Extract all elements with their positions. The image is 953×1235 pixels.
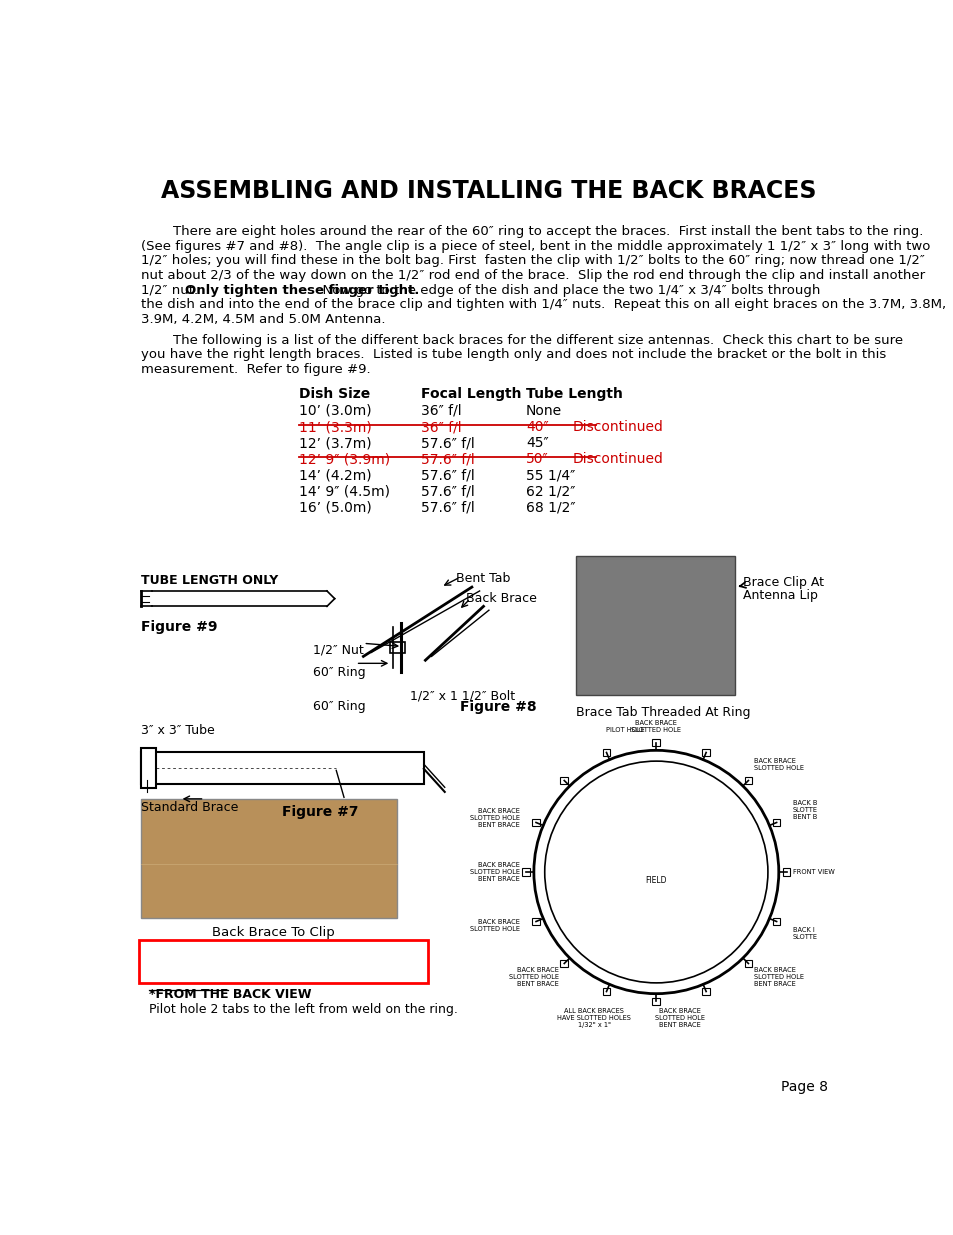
Bar bbox=[772, 918, 780, 925]
Text: Pilot hole 2 tabs to the left from weld on the ring.: Pilot hole 2 tabs to the left from weld … bbox=[149, 1003, 457, 1016]
Text: There are eight holes around the rear of the 60″ ring to accept the braces.  Fir: There are eight holes around the rear of… bbox=[173, 225, 923, 238]
Text: BACK BRACE
SLOTTED HOLE
BENT BRACE: BACK BRACE SLOTTED HOLE BENT BRACE bbox=[508, 967, 558, 987]
Text: 36″ f/l: 36″ f/l bbox=[421, 420, 461, 433]
Text: 55 1/4″: 55 1/4″ bbox=[525, 468, 575, 483]
Text: 1/2″ Nut: 1/2″ Nut bbox=[313, 643, 363, 656]
Text: 1/2″ nut.: 1/2″ nut. bbox=[141, 284, 207, 296]
Text: 12’ 9″ (3.9m): 12’ 9″ (3.9m) bbox=[298, 452, 390, 467]
Bar bbox=[701, 988, 709, 995]
Text: 57.6″ f/l: 57.6″ f/l bbox=[421, 501, 475, 515]
Bar bbox=[141, 799, 396, 918]
Text: FIELD: FIELD bbox=[645, 876, 666, 884]
Bar bbox=[781, 868, 790, 876]
Text: 57.6″ f/l: 57.6″ f/l bbox=[421, 484, 475, 499]
Text: Brace Tab Threaded At Ring: Brace Tab Threaded At Ring bbox=[576, 706, 750, 720]
Circle shape bbox=[544, 761, 767, 983]
Text: Discontinued: Discontinued bbox=[572, 452, 662, 467]
FancyBboxPatch shape bbox=[139, 940, 427, 983]
Text: 3″ x 3″ Tube: 3″ x 3″ Tube bbox=[141, 724, 214, 737]
Text: nut about 2/3 of the way down on the 1/2″ rod end of the brace.  Slip the rod en: nut about 2/3 of the way down on the 1/2… bbox=[141, 269, 924, 282]
Text: BACK BRACE
SLOTTED HOLE: BACK BRACE SLOTTED HOLE bbox=[470, 919, 519, 932]
Bar bbox=[602, 988, 610, 995]
Bar bbox=[532, 918, 539, 925]
Text: 45″: 45″ bbox=[525, 436, 548, 451]
Text: Dish Size: Dish Size bbox=[298, 387, 370, 401]
Text: BACK BRACE
SLOTTED HOLE
BENT BRACE: BACK BRACE SLOTTED HOLE BENT BRACE bbox=[470, 808, 519, 829]
Text: 1/2″ x 1 1/2″ Bolt: 1/2″ x 1 1/2″ Bolt bbox=[410, 689, 515, 703]
Bar bbox=[141, 748, 156, 788]
Text: Tube Length: Tube Length bbox=[525, 387, 622, 401]
Text: 1/2″ holes; you will find these in the bolt bag. First  fasten the clip with 1/2: 1/2″ holes; you will find these in the b… bbox=[141, 254, 923, 268]
Text: 57.6″ f/l: 57.6″ f/l bbox=[421, 452, 475, 467]
Text: 60″ Ring: 60″ Ring bbox=[313, 666, 365, 679]
Text: BACK BRACE
SLOTTED HOLE: BACK BRACE SLOTTED HOLE bbox=[631, 720, 680, 734]
Text: PILOT HOLE: PILOT HOLE bbox=[605, 727, 644, 734]
Text: 16’ (5.0m): 16’ (5.0m) bbox=[298, 501, 372, 515]
Circle shape bbox=[534, 751, 778, 994]
Bar bbox=[390, 642, 405, 652]
Bar bbox=[743, 777, 752, 784]
Bar bbox=[652, 739, 659, 746]
Text: 62 1/2″: 62 1/2″ bbox=[525, 484, 575, 499]
Text: 36″ f/l: 36″ f/l bbox=[421, 404, 461, 417]
Text: Figure #9: Figure #9 bbox=[141, 620, 217, 635]
Bar bbox=[521, 868, 530, 876]
Text: BACK B
SLOTTE
BENT B: BACK B SLOTTE BENT B bbox=[792, 800, 817, 820]
Text: 50″: 50″ bbox=[525, 452, 548, 467]
Text: BACK I
SLOTTE: BACK I SLOTTE bbox=[792, 927, 817, 940]
Text: BACK BRACE
SLOTTED HOLE
BENT BRACE: BACK BRACE SLOTTED HOLE BENT BRACE bbox=[470, 862, 519, 882]
Text: 14’ (4.2m): 14’ (4.2m) bbox=[298, 468, 372, 483]
Text: 57.6″ f/l: 57.6″ f/l bbox=[421, 468, 475, 483]
Text: ALL BACK BRACES
HAVE SLOTTED HOLES
1/32" x 1": ALL BACK BRACES HAVE SLOTTED HOLES 1/32"… bbox=[557, 1008, 631, 1028]
Text: 10’ (3.0m): 10’ (3.0m) bbox=[298, 404, 372, 417]
Bar bbox=[532, 819, 539, 826]
Bar bbox=[559, 777, 568, 784]
Bar bbox=[743, 960, 752, 967]
Text: 3.9M, 4.2M, 4.5M and 5.0M Antenna.: 3.9M, 4.2M, 4.5M and 5.0M Antenna. bbox=[141, 312, 385, 326]
Bar bbox=[602, 748, 610, 756]
Text: BACK BRACE
SLOTTED HOLE
BENT BRACE: BACK BRACE SLOTTED HOLE BENT BRACE bbox=[654, 1008, 704, 1028]
Text: Back Brace: Back Brace bbox=[466, 593, 537, 605]
Bar bbox=[141, 752, 423, 784]
Text: Standard Brace: Standard Brace bbox=[141, 802, 238, 814]
Text: Brace Clip At: Brace Clip At bbox=[742, 576, 823, 589]
Text: 68 1/2″: 68 1/2″ bbox=[525, 501, 575, 515]
Text: Figure #8: Figure #8 bbox=[459, 700, 537, 714]
Text: Figure #7: Figure #7 bbox=[282, 805, 358, 819]
Text: ASSEMBLING AND INSTALLING THE BACK BRACES: ASSEMBLING AND INSTALLING THE BACK BRACE… bbox=[161, 179, 816, 203]
Text: FRONT VIEW: FRONT VIEW bbox=[792, 869, 834, 876]
Bar bbox=[559, 960, 568, 967]
Text: 40″: 40″ bbox=[525, 420, 548, 433]
Text: Bent Tab: Bent Tab bbox=[456, 572, 510, 584]
Text: 57.6″ f/l: 57.6″ f/l bbox=[421, 436, 475, 451]
Text: 14’ 9″ (4.5m): 14’ 9″ (4.5m) bbox=[298, 484, 390, 499]
Text: Only tighten these finger tight.: Only tighten these finger tight. bbox=[185, 284, 419, 296]
Text: Antenna Lip: Antenna Lip bbox=[742, 589, 817, 601]
Text: the dish and into the end of the brace clip and tighten with 1/4″ nuts.  Repeat : the dish and into the end of the brace c… bbox=[141, 299, 945, 311]
Text: Back Brace To Clip: Back Brace To Clip bbox=[212, 926, 335, 939]
Bar bbox=[576, 556, 735, 695]
Bar bbox=[772, 819, 780, 826]
Text: you have the right length braces.  Listed is tube length only and does not inclu: you have the right length braces. Listed… bbox=[141, 348, 885, 362]
Text: 11’ (3.3m): 11’ (3.3m) bbox=[298, 420, 372, 433]
Text: 60″ Ring: 60″ Ring bbox=[313, 700, 365, 714]
Text: measurement.  Refer to figure #9.: measurement. Refer to figure #9. bbox=[141, 363, 370, 375]
Text: BACK BRACE
SLOTTED HOLE: BACK BRACE SLOTTED HOLE bbox=[753, 757, 803, 771]
Text: Focal Length: Focal Length bbox=[421, 387, 521, 401]
Text: Discontinued: Discontinued bbox=[572, 420, 662, 433]
Text: (See figures #7 and #8).  The angle clip is a piece of steel, bent in the middle: (See figures #7 and #8). The angle clip … bbox=[141, 240, 929, 253]
Text: The following is a list of the different back braces for the different size ante: The following is a list of the different… bbox=[173, 333, 902, 347]
Text: *FROM THE BACK VIEW: *FROM THE BACK VIEW bbox=[149, 988, 311, 1000]
Bar bbox=[701, 748, 709, 756]
Text: TUBE LENGTH ONLY: TUBE LENGTH ONLY bbox=[141, 574, 278, 587]
Text: BACK BRACE
SLOTTED HOLE
BENT BRACE: BACK BRACE SLOTTED HOLE BENT BRACE bbox=[753, 967, 803, 987]
Text: None: None bbox=[525, 404, 561, 417]
Text: Page 8: Page 8 bbox=[781, 1079, 827, 1094]
Text: Now go to the edge of the dish and place the two 1/4″ x 3/4″ bolts through: Now go to the edge of the dish and place… bbox=[314, 284, 819, 296]
Bar bbox=[652, 998, 659, 1005]
Text: 12’ (3.7m): 12’ (3.7m) bbox=[298, 436, 372, 451]
